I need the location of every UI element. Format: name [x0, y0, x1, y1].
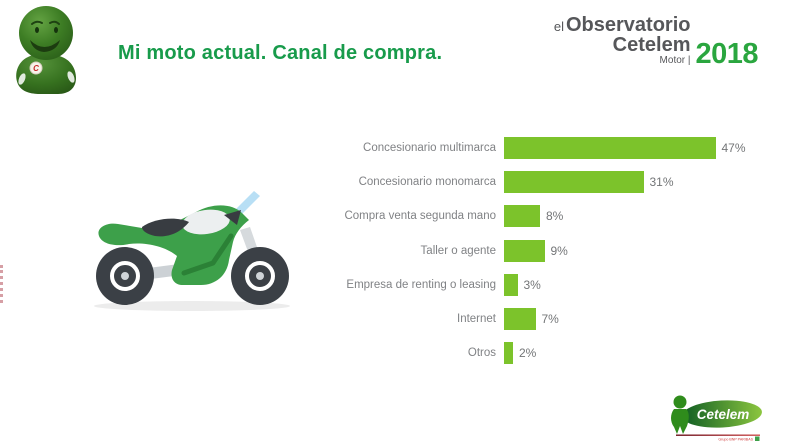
bar-value-label: 8%	[546, 209, 564, 224]
page-title: Mi moto actual. Canal de compra.	[118, 42, 443, 64]
footer-logo-subtext: Grupo BNP PARIBAS	[718, 438, 753, 442]
front-wheel	[231, 247, 289, 305]
observatorio-logo-text: el Observatorio Cetelem Motor |	[553, 14, 691, 66]
bar-category-label: Internet	[457, 313, 496, 326]
bar-value-label: 31%	[649, 175, 674, 190]
observatorio-cetelem-logo: el Observatorio Cetelem Motor | 2018	[553, 14, 759, 71]
chart-row: Compra venta segunda mano 8%	[334, 199, 746, 233]
seat	[142, 218, 189, 237]
logo-el: el	[553, 19, 564, 34]
motorcycle-illustration	[94, 191, 290, 311]
bar-category-label: Compra venta segunda mano	[344, 210, 496, 223]
logo-observatorio: Observatorio	[566, 14, 691, 36]
bar	[504, 171, 644, 194]
chart-row: Concesionario multimarca 47%	[334, 131, 746, 165]
motorcycle-shadow	[94, 301, 290, 311]
mascot-eyebrow-left	[31, 20, 43, 25]
bar-value-label: 9%	[550, 243, 568, 258]
footer-mascot-icon	[671, 395, 689, 434]
chart-row: Empresa de renting o leasing 3%	[334, 268, 746, 302]
logo-line-observatorio: el Observatorio	[553, 14, 691, 36]
bar-category-label: Taller o agente	[420, 244, 496, 257]
logo-year: 2018	[695, 38, 758, 71]
mascot-smile	[30, 40, 60, 52]
fuel-tank	[182, 209, 230, 235]
bar-category-label: Concesionario multimarca	[363, 142, 496, 155]
left-margin-dotted-line	[0, 265, 3, 303]
mascot-eyebrow-right	[49, 20, 60, 25]
headstock-patch	[224, 210, 241, 225]
bar-category-label: Concesionario monomarca	[358, 176, 496, 189]
bar	[504, 273, 518, 296]
logo-cetelem: Cetelem	[612, 34, 691, 56]
mascot-arm-gap-left	[18, 73, 26, 85]
bar-value-label: 3%	[523, 277, 541, 292]
chart-row: Taller o agente 9%	[334, 234, 746, 268]
bar-value-label: 2%	[519, 346, 537, 361]
bar	[504, 308, 536, 331]
mascot-eye-right	[54, 27, 58, 33]
footer-logo-ellipse	[682, 400, 762, 428]
rear-wheel	[96, 247, 154, 305]
bar-value-label: 7%	[541, 312, 559, 327]
bar-category-label: Otros	[467, 347, 496, 360]
mascot-eye-left	[35, 27, 39, 33]
mascot-arm-gap-right	[67, 71, 75, 83]
mascot-badge	[29, 61, 43, 75]
cetelem-footer-logo: Cetelem Grupo BNP PARIBAS	[671, 395, 762, 442]
bar	[504, 239, 545, 262]
mascot-body	[16, 53, 76, 94]
bar	[504, 342, 513, 365]
bar	[504, 205, 540, 228]
fairing-accent	[181, 233, 234, 276]
logo-motor: Motor |	[659, 55, 691, 66]
bar-category-label: Empresa de renting o leasing	[346, 278, 496, 291]
bar-chart: Concesionario multimarca 47% Concesionario…	[334, 131, 746, 370]
windscreen	[234, 191, 260, 214]
chart-row: Otros 2%	[334, 336, 746, 370]
chart-row: Concesionario monomarca 31%	[334, 165, 746, 199]
bar-value-label: 47%	[721, 141, 746, 156]
footer-logo-underline	[676, 434, 760, 436]
mascot-badge-letter: C	[33, 64, 39, 73]
bar	[504, 137, 716, 160]
footer-logo-brand: Cetelem	[697, 407, 750, 422]
chart-rows: Concesionario multimarca 47% Concesionario…	[334, 131, 746, 370]
footer-logo-green-square	[755, 436, 760, 441]
mascot-head	[19, 6, 73, 60]
chart-row: Internet 7%	[334, 302, 746, 336]
cetelem-mascot-icon: C	[16, 6, 76, 94]
